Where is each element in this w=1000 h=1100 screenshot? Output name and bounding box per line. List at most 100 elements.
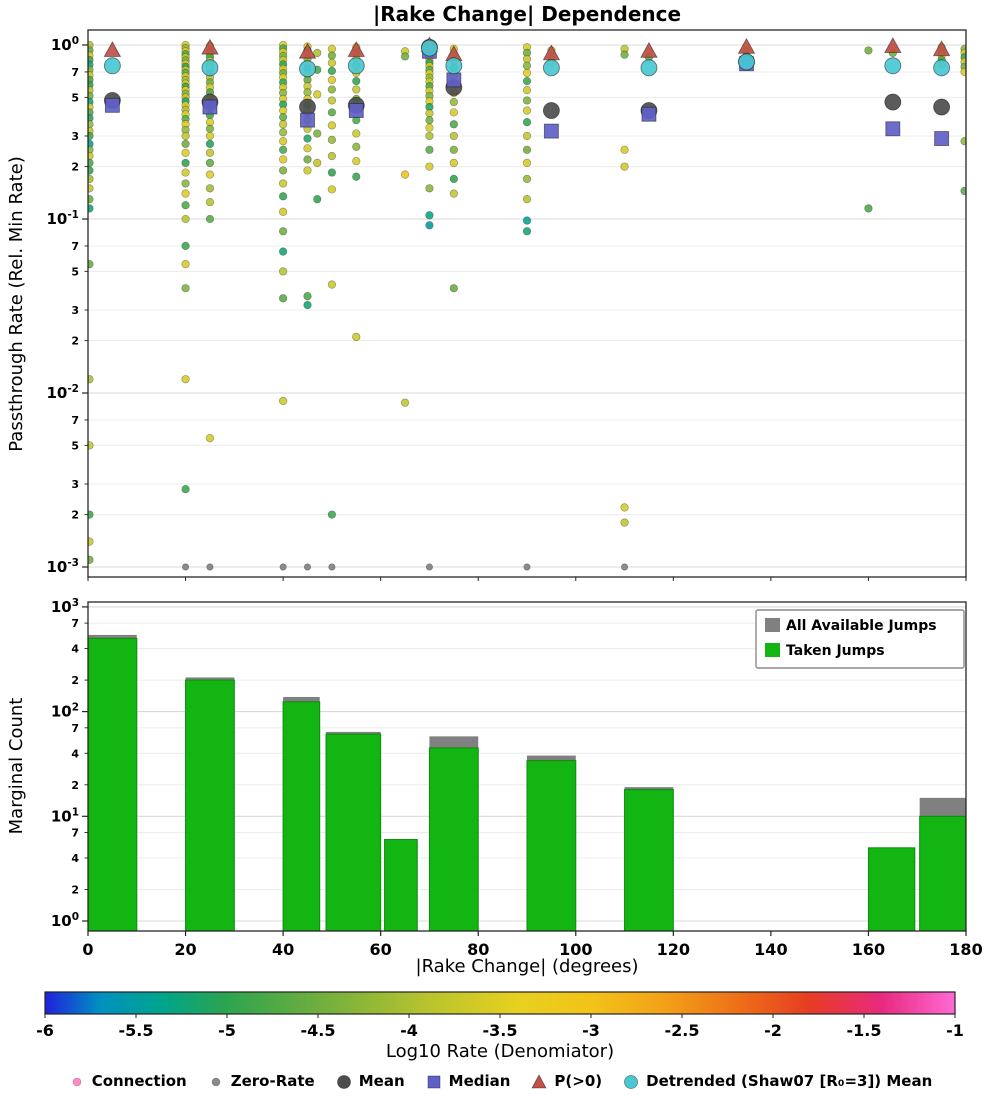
scatter-point [425,145,434,154]
scatter-point [278,120,288,129]
scatter-point [88,510,94,519]
scatter-point [313,195,322,204]
scatter-point [327,51,337,60]
x-tick-label: 80 [467,940,489,959]
dot-marker-icon [72,1077,81,1087]
scatter-point [278,396,288,406]
y-tick-label: 2 [71,779,79,792]
scatter-point [278,207,288,216]
scatter-point [303,292,312,301]
triangle-marker [640,41,658,58]
scatter-point [425,221,434,230]
scatter-point [522,96,532,105]
scatter-point [864,46,873,55]
scatter-point [400,170,410,179]
scatter-point [352,76,361,86]
legend-label: Mean [358,1072,405,1090]
bottom-panel-frame [87,601,967,932]
scatter-point [522,174,532,184]
scatter-point [181,485,190,494]
circle-marker [542,102,560,120]
y-tick-label: 5 [71,91,79,104]
triangle-marker [201,38,219,55]
square-marker [885,121,901,137]
scatter-point [303,166,312,175]
scatter-point [522,68,532,78]
square-marker [104,97,120,113]
colorbar-tick-label: -4 [400,1021,418,1040]
legend-item-p-0: P(>0) [530,1072,602,1090]
y-tick-label: 10-1 [46,209,79,228]
legend-item-connection: Connection [68,1072,187,1090]
legend-item-mean: Mean [335,1072,405,1090]
scatter-point [522,61,532,70]
circle-marker [640,59,658,77]
zero-rate-point [303,563,311,571]
scatter-point [205,139,215,149]
square-marker [446,72,462,88]
y-tick-label: 4 [71,852,79,865]
y-tick-label: 4 [71,643,79,656]
scatter-point [181,168,190,177]
circle-marker [884,57,902,75]
y-tick-label: 10-3 [46,557,79,576]
scatter-point [303,134,312,143]
y-tick-label: 5 [71,439,79,452]
scatter-point [522,216,532,225]
x-tick-label: 180 [949,940,982,959]
circle-marker [445,57,463,75]
colorbar-tick-label: -1.5 [847,1021,882,1040]
circle-marker [347,57,365,75]
scatter-point [313,158,322,168]
scatter-point [522,131,532,141]
scatter-point [449,108,458,117]
square-marker [543,123,559,139]
circle-marker [103,57,121,75]
scatter-point [88,131,94,141]
scatter-point [181,201,190,210]
circle-marker [933,98,951,116]
scatter-point [88,174,94,184]
scatter-point [88,260,94,269]
zero-rate-point [328,563,336,571]
scatter-point [425,109,434,118]
scatter-point [449,284,458,293]
scatter-point [522,86,532,95]
scatter-point [449,97,458,107]
scatter-point [327,510,337,519]
scatter-point [205,170,215,179]
legend-box [755,609,965,669]
x-tick-label: 20 [174,940,196,959]
scatter-point [88,441,94,450]
scatter-point [181,131,190,141]
x-tick-label: 100 [559,940,592,959]
scatter-point [181,189,190,198]
scatter-point [425,123,434,132]
scatter-point [88,537,94,546]
legend-item-median: Median [425,1072,510,1090]
scatter-point [278,227,288,236]
scatter-point [88,166,94,175]
bar-taken [428,747,479,931]
y-tick-label: 102 [51,702,79,721]
legend-item-zero-rate: Zero-Rate [207,1072,315,1090]
scatter-point [88,195,94,204]
scatter-point [88,555,94,564]
y-tick-label: 10-2 [46,383,79,402]
scatter-point [327,135,337,145]
y-tick-label: 2 [71,161,79,174]
zero-rate-point [206,563,214,571]
scatter-point [449,120,458,129]
scatter-point [205,124,215,133]
square-marker [348,103,364,119]
colorbar-tick-label: -4.5 [301,1021,336,1040]
scatter-point [278,145,288,154]
y-tick-label: 7 [71,414,79,427]
scatter-point [425,115,434,125]
scatter-point [327,151,337,161]
y-tick-label: 7 [71,617,79,630]
zero-rate-point [523,563,531,571]
legend-swatch [765,643,780,657]
bar-taken [325,733,382,931]
